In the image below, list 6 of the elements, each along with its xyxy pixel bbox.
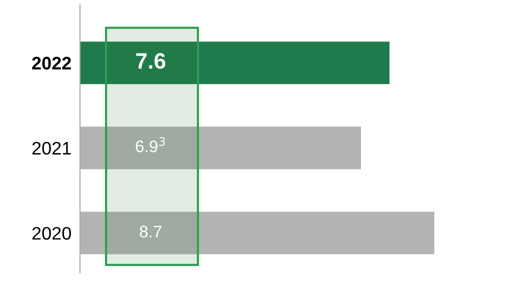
y-tick-label: 2021 bbox=[32, 142, 71, 155]
y-tick-label: 2020 bbox=[32, 226, 71, 240]
data-label: 6.9$^{3}$ bbox=[136, 137, 165, 152]
data-label: 8.7 bbox=[140, 226, 162, 238]
data-label: 7.6 bbox=[136, 53, 166, 69]
y-tick-label: 2022 bbox=[32, 56, 71, 70]
